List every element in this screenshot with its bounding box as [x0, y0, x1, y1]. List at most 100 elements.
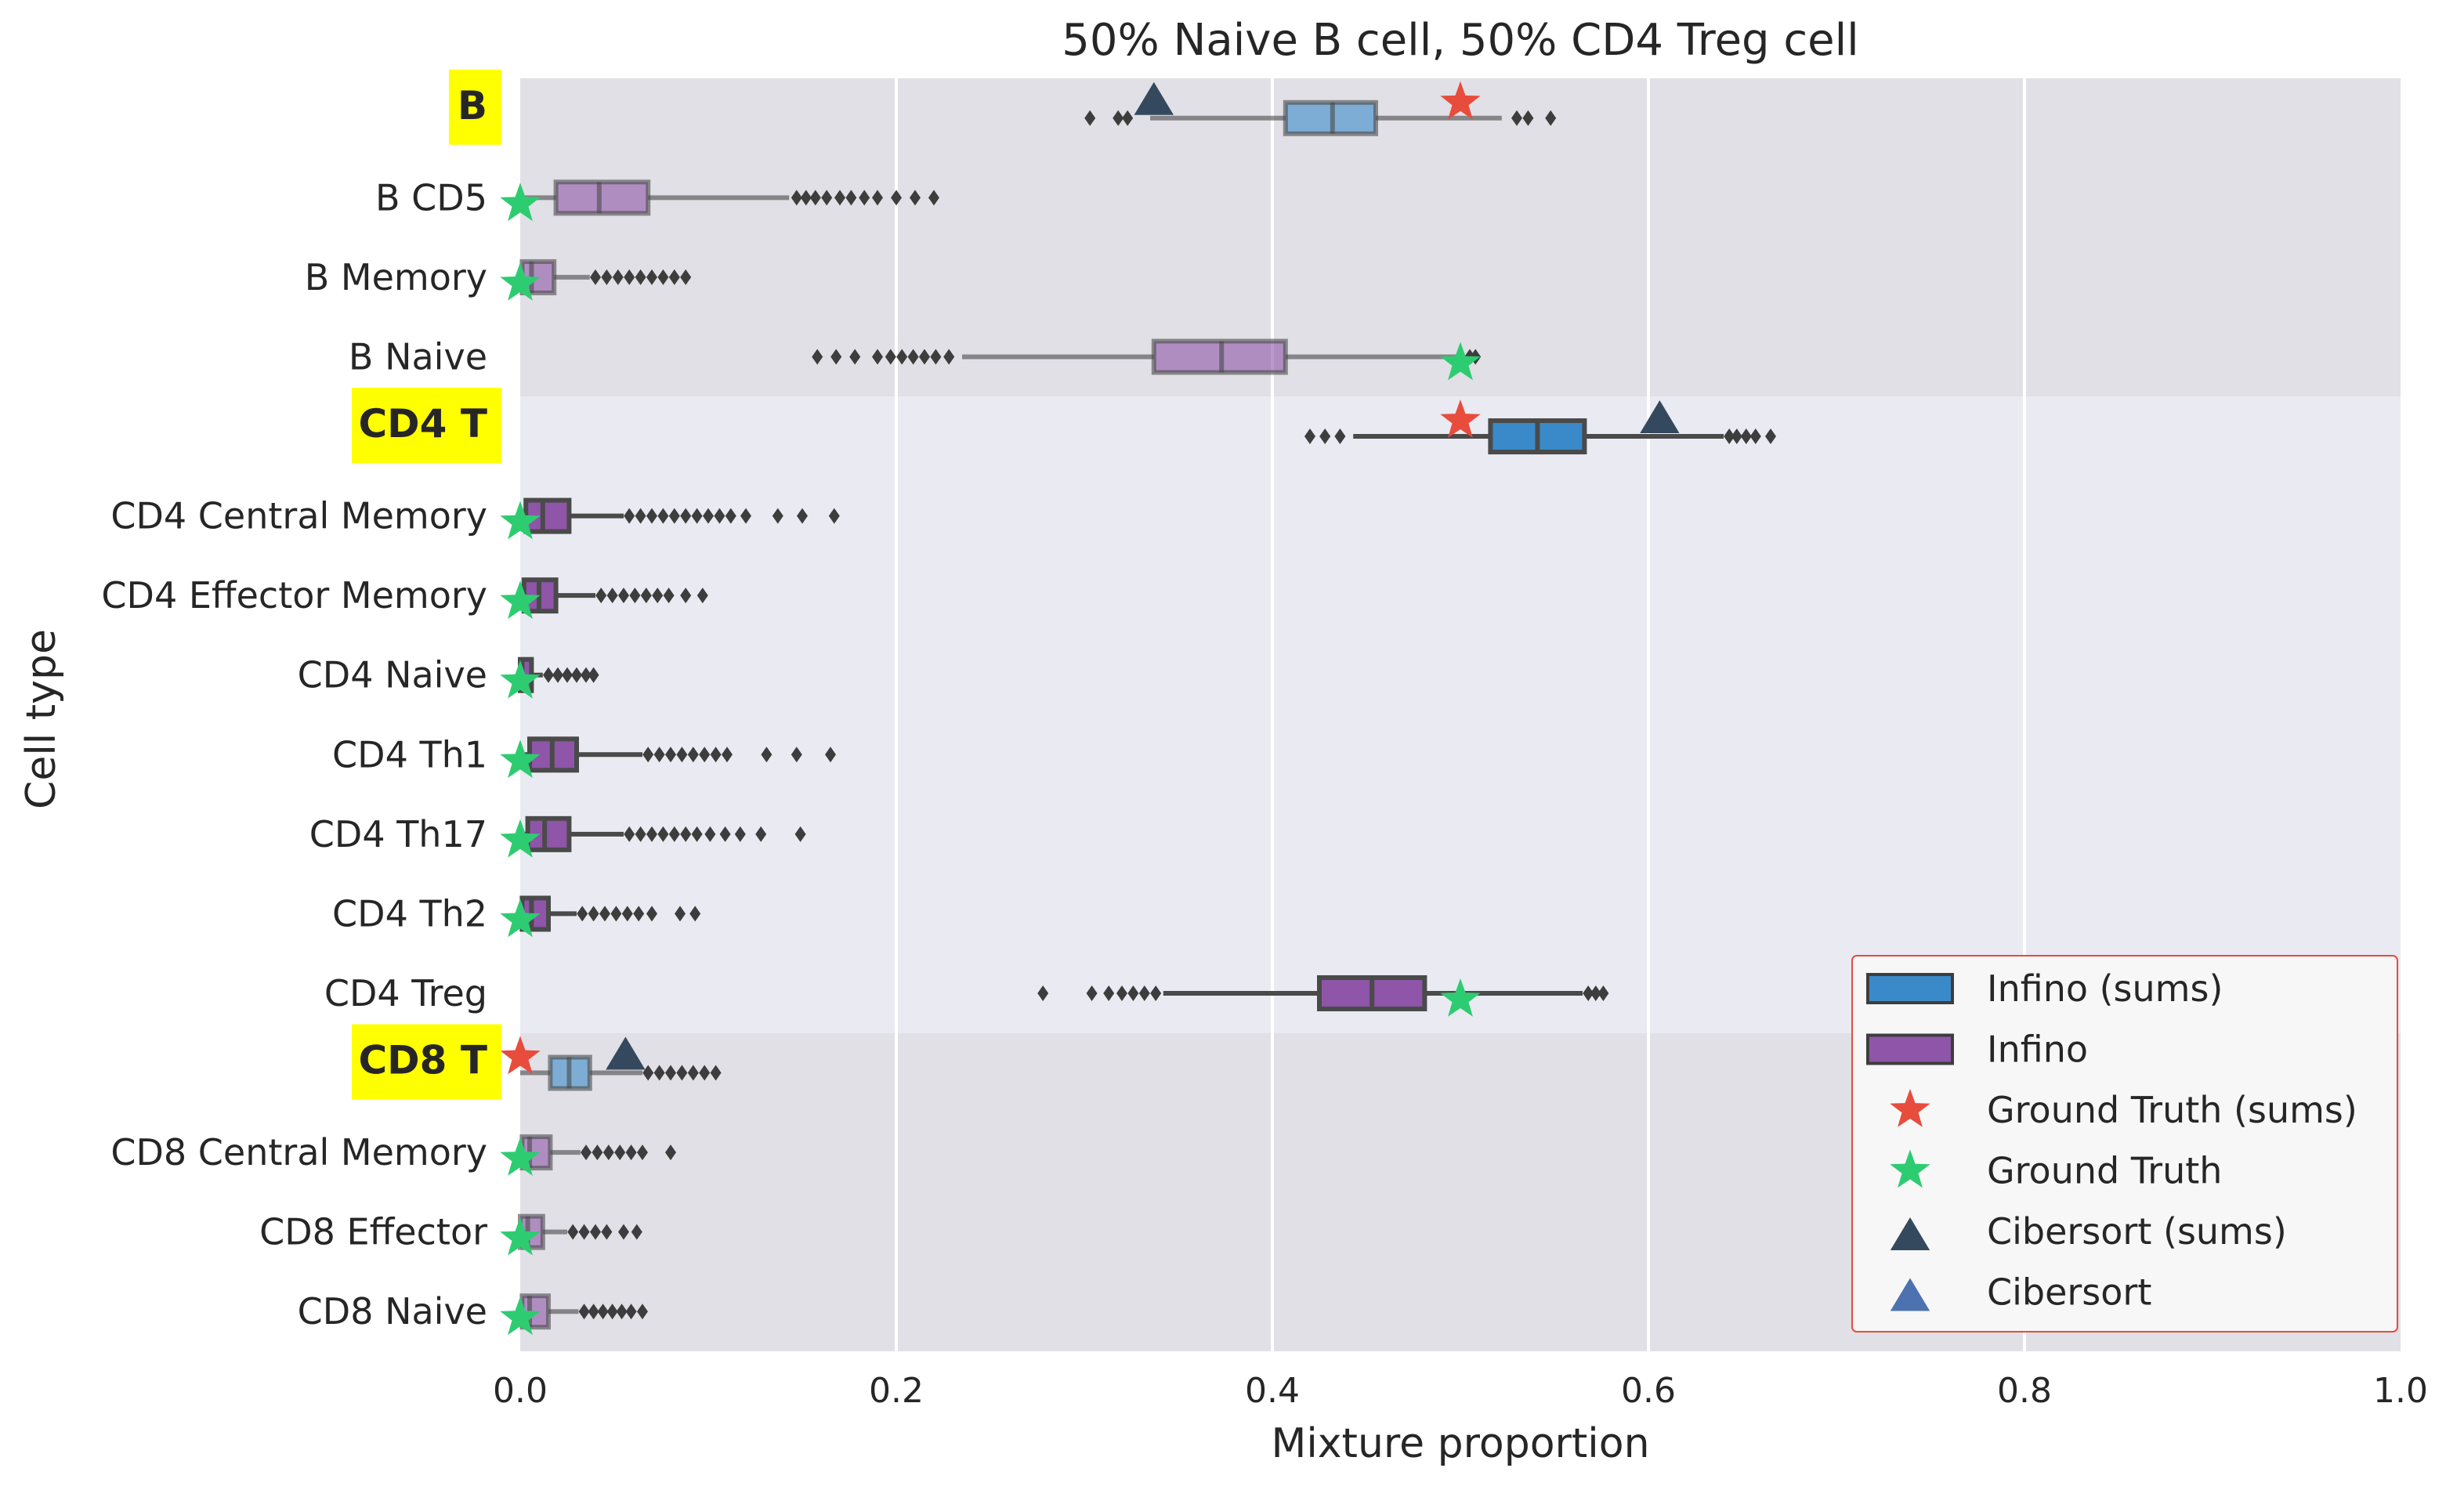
outlier-point [825, 747, 836, 763]
ground-truth-star [500, 1296, 541, 1336]
outlier-point [595, 588, 607, 604]
outlier-point [578, 1224, 590, 1240]
outlier-point [597, 1304, 609, 1320]
x-tick-label: 0.2 [869, 1371, 924, 1411]
outlier-point [640, 588, 652, 604]
outlier-point [646, 906, 657, 922]
legend-swatch-box [1866, 973, 1954, 1004]
y-tick-label: CD4 Central Memory [110, 495, 487, 537]
outlier-point [631, 1224, 642, 1240]
outlier-point [588, 667, 599, 683]
ground-truth-sums-star [1440, 400, 1481, 438]
ground-truth-star [500, 1217, 541, 1256]
outlier-point [1113, 110, 1124, 126]
legend-label: Infino (sums) [1987, 967, 2223, 1010]
ground-truth-star [500, 660, 541, 699]
outlier-point [680, 508, 692, 524]
outlier-point [652, 588, 664, 604]
outlier-point [734, 826, 746, 842]
outlier-point [612, 269, 624, 285]
outlier-point [653, 1065, 665, 1081]
outlier-point [675, 906, 686, 922]
outlier-point [625, 1144, 637, 1161]
legend-swatch-star [1890, 1149, 1930, 1188]
outlier-point [699, 1065, 711, 1081]
outlier-point [601, 269, 613, 285]
outlier-point [543, 667, 554, 683]
outlier-point [1084, 110, 1096, 126]
outlier-point [665, 1065, 676, 1081]
legend-label: Cibersort (sums) [1987, 1210, 2287, 1253]
outlier-point [629, 588, 641, 604]
outlier-point [725, 508, 736, 524]
outlier-point [624, 508, 635, 524]
outlier-point [821, 190, 833, 206]
ground-truth-star [500, 819, 541, 858]
outlier-point [588, 906, 599, 922]
outlier-point [633, 906, 645, 922]
outlier-point [676, 747, 688, 763]
outlier-point [618, 1224, 629, 1240]
outlier-point [1103, 985, 1115, 1001]
outlier-point [1740, 428, 1752, 445]
group-label-text: B [458, 83, 487, 128]
outlier-point [624, 826, 635, 842]
outlier-point [834, 190, 845, 206]
outlier-point [896, 349, 908, 365]
outlier-point [1116, 985, 1127, 1001]
outlier-point [828, 508, 840, 524]
outlier-point [657, 508, 669, 524]
outlier-point [794, 826, 806, 842]
outlier-point [606, 588, 618, 604]
outlier-point [849, 349, 861, 365]
outlier-point [616, 1304, 628, 1320]
outlier-point [646, 826, 657, 842]
outlier-point [907, 349, 919, 365]
outlier-point [845, 190, 857, 206]
outlier-point [1724, 428, 1735, 445]
outlier-point [657, 826, 669, 842]
outlier-point [646, 508, 657, 524]
outlier-point [1749, 428, 1761, 445]
outlier-point [687, 747, 699, 763]
outlier-point [1597, 985, 1609, 1001]
legend-label: Ground Truth [1987, 1150, 2222, 1192]
outlier-point [552, 667, 563, 683]
y-tick-label: B CD5 [375, 176, 487, 219]
outlier-point [642, 1065, 654, 1081]
outlier-point [710, 1065, 722, 1081]
outlier-point [668, 269, 680, 285]
ground-truth-star [500, 899, 541, 938]
chart-title: 50% Naive B cell, 50% CD4 Treg cell [1062, 15, 1858, 66]
outlier-point [590, 269, 601, 285]
outlier-point [618, 588, 629, 604]
outlier-point [578, 1304, 590, 1320]
outlier-point [719, 826, 731, 842]
x-tick-label: 0.4 [1245, 1371, 1300, 1411]
outlier-point [691, 826, 703, 842]
group-label-badge [352, 1024, 501, 1100]
outlier-point [689, 906, 701, 922]
outlier-point [680, 826, 692, 842]
outlier-point [680, 269, 692, 285]
outlier-point [653, 747, 665, 763]
outlier-point [680, 588, 692, 604]
outlier-point [571, 667, 582, 683]
outlier-point [943, 349, 955, 365]
outlier-point [562, 667, 573, 683]
legend-label: Ground Truth (sums) [1987, 1089, 2357, 1131]
outlier-point [1319, 428, 1331, 445]
y-tick-label: B Memory [305, 256, 487, 298]
legend-swatch-triangle [1890, 1278, 1930, 1311]
legend-label: Infino [1987, 1029, 2088, 1071]
ground-truth-star [500, 501, 541, 540]
outlier-point [697, 588, 708, 604]
outlier-point [1765, 428, 1776, 445]
outlier-point [1545, 110, 1557, 126]
outlier-point [699, 747, 711, 763]
outlier-point [714, 508, 725, 524]
x-tick-label: 0.0 [493, 1371, 548, 1411]
legend-label: Cibersort [1987, 1271, 2151, 1314]
ground-truth-star [500, 183, 541, 222]
cibersort-sums-triangle [606, 1036, 646, 1070]
